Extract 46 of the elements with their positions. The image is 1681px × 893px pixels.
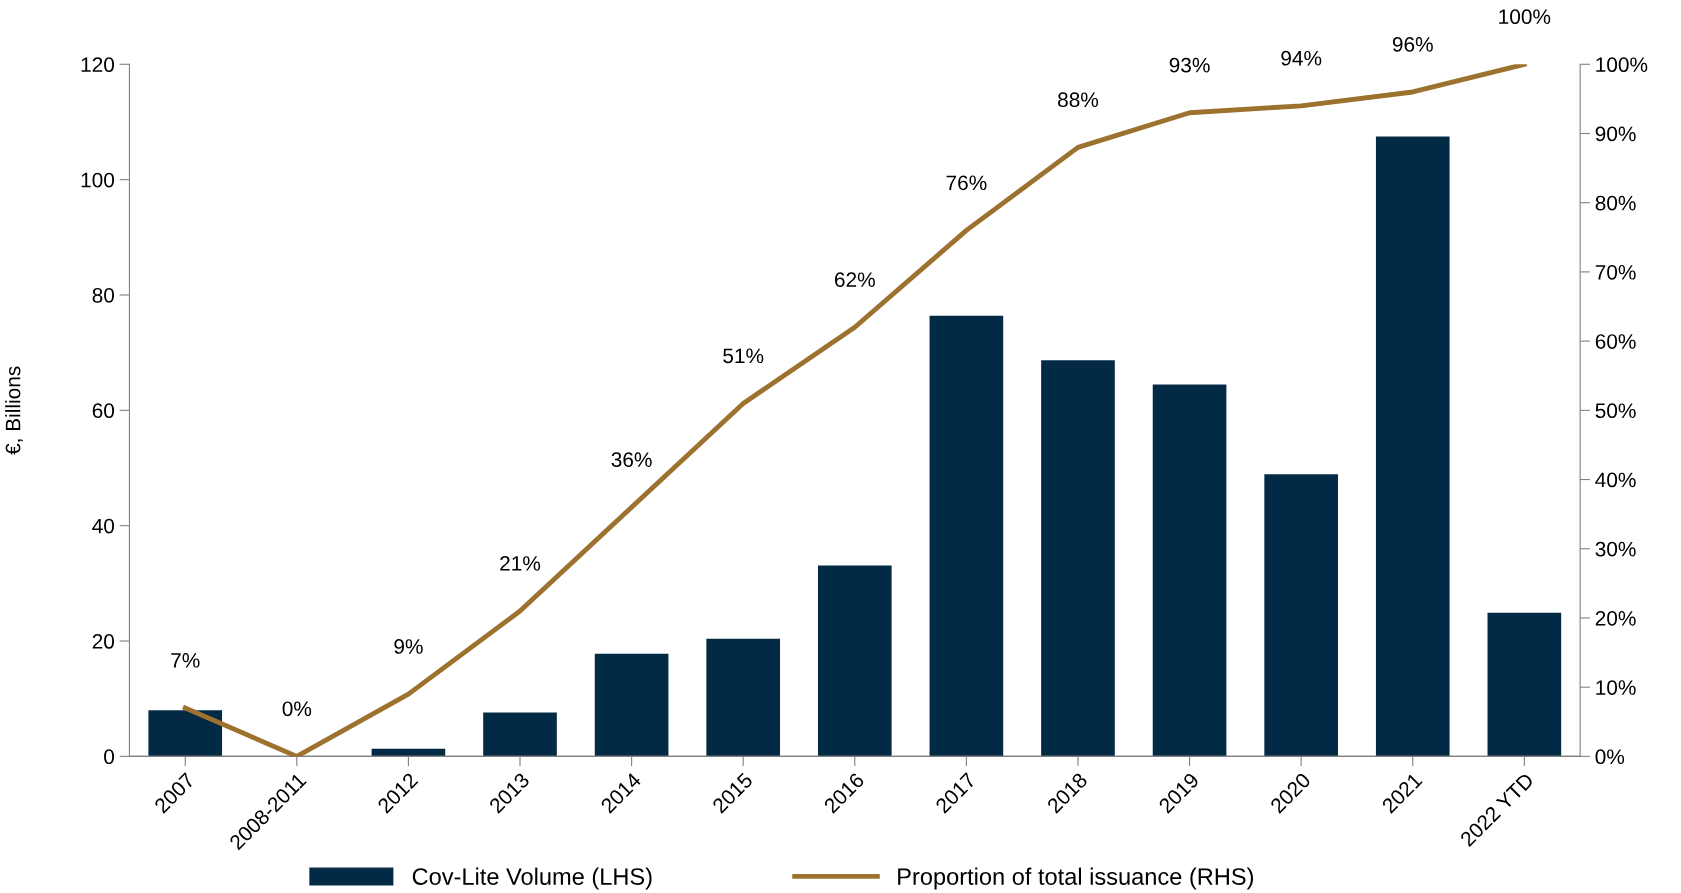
y2-tick-label: 30% — [1595, 541, 1636, 557]
bar — [706, 638, 781, 757]
y-axis-title: €, Billions — [5, 366, 23, 455]
y2-tick-label: 70% — [1595, 264, 1636, 280]
y2-tick-label: 40% — [1595, 472, 1636, 488]
bar — [817, 565, 892, 757]
bar — [371, 748, 446, 757]
bar — [1264, 474, 1338, 757]
y-tick-label: 100 — [81, 172, 115, 188]
legend-label: Proportion of total issuance (RHS) — [898, 867, 1254, 890]
data-label: 62% — [835, 272, 875, 288]
data-label: 0% — [282, 701, 312, 717]
y-tick-label: 80 — [92, 287, 115, 303]
bar — [1375, 136, 1450, 757]
data-label: 94% — [1281, 50, 1322, 66]
y2-tick-label: 0% — [1595, 749, 1625, 765]
bar — [148, 710, 223, 757]
bar — [483, 712, 557, 757]
y2-tick-label: 10% — [1596, 680, 1636, 695]
y-tick-label: 60 — [92, 403, 115, 419]
y2-tick-label: 60% — [1595, 334, 1636, 349]
bar — [1041, 360, 1115, 757]
data-label: 96% — [1392, 37, 1433, 52]
y2-tick-label: 20% — [1595, 610, 1636, 626]
y-tick-label: 40 — [92, 518, 115, 534]
bar — [594, 653, 669, 757]
y2-tick-label: 50% — [1595, 403, 1636, 419]
y-tick-label: 0 — [104, 749, 115, 765]
data-label: 9% — [394, 639, 423, 654]
y2-tick-label: 80% — [1595, 195, 1636, 211]
y-tick-label: 20 — [92, 634, 115, 649]
data-label: 100% — [1499, 9, 1551, 25]
bar — [929, 315, 1004, 757]
data-label: 7% — [171, 653, 200, 668]
data-label: 21% — [500, 556, 541, 571]
y-tick-label: 120 — [81, 57, 115, 73]
data-label: 88% — [1058, 92, 1099, 108]
y2-tick-label: 90% — [1595, 126, 1636, 142]
legend-label: Cov-Lite Volume (LHS) — [412, 867, 652, 890]
bar — [1152, 384, 1227, 757]
data-label: 36% — [611, 452, 652, 467]
data-label: 93% — [1169, 57, 1210, 73]
data-label: 51% — [723, 348, 764, 364]
y2-tick-label: 100% — [1596, 57, 1648, 73]
data-label: 76% — [946, 175, 987, 191]
bar — [1487, 612, 1562, 757]
